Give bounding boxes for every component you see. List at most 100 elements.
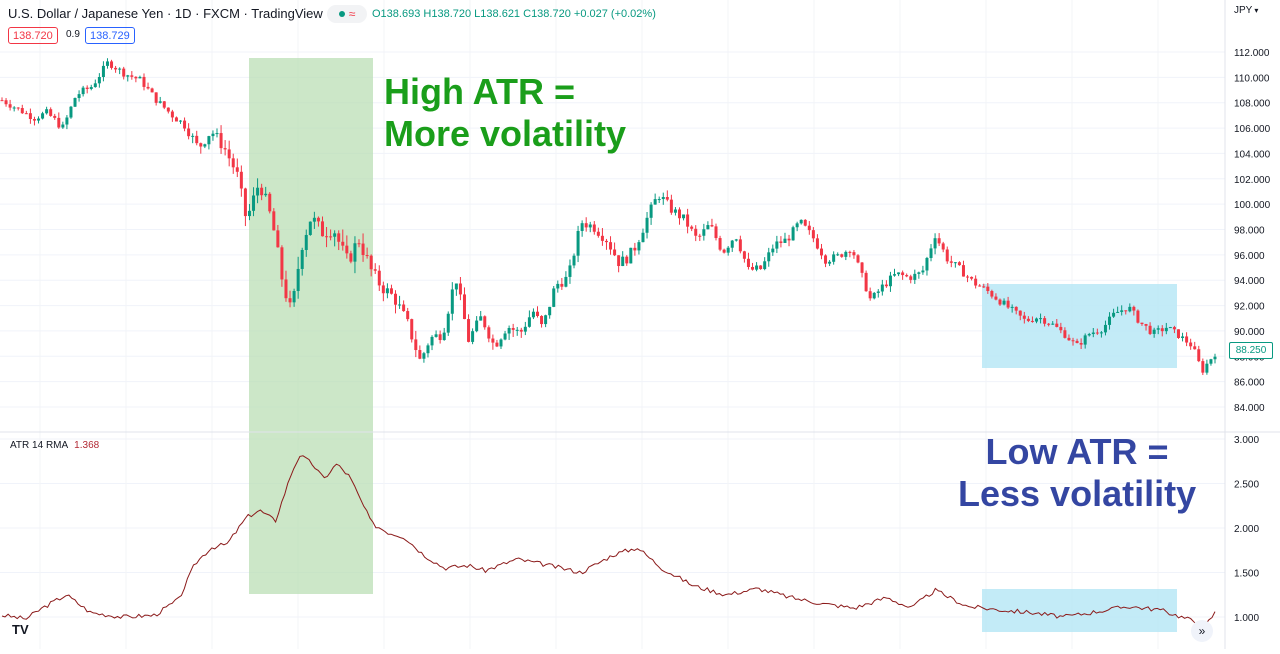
candle-body [807,225,811,231]
candle-body [4,100,8,105]
sell-price-button[interactable]: 138.720 [8,27,58,44]
candle-body [527,317,531,327]
candle-body [260,187,264,196]
candle-body [540,315,544,325]
candle-body [933,238,937,249]
candle-body [925,257,929,271]
candle-body [134,76,138,79]
candle-body [430,336,434,346]
candle-body [515,329,519,331]
high-atr-line1: High ATR = [384,71,575,112]
candle-body [787,238,791,241]
candle-body [844,251,848,257]
indicator-legend[interactable]: ATR 14 RMA 1.368 [10,440,99,451]
candle-body [1140,322,1144,325]
candle-body [183,120,187,129]
candle-body [694,228,698,236]
candle-body [653,199,657,205]
candle-body [487,327,491,339]
candle-body [905,275,909,277]
low-value: L138.621 [474,8,521,20]
candle-body [552,288,556,307]
candle-body [941,243,945,250]
candle-body [81,87,85,95]
candle-body [1124,310,1128,312]
open-value: O138.693 [372,8,421,20]
candle-body [325,236,329,238]
price-axis[interactable]: 112.000 110.000 108.000 106.000 104.000 102.0… [1234,48,1271,414]
candle-body [252,195,256,211]
candle-body [300,249,304,269]
candle-body [93,83,97,88]
candle-body [69,106,73,118]
candle-body [637,242,641,251]
candle-body [811,230,815,239]
candle-body [978,285,982,287]
candle-body [1112,312,1116,317]
candle-body [337,233,341,242]
candle-body [308,221,312,235]
candle-body [146,86,150,89]
candle-body [312,217,316,222]
candle-body [365,255,369,257]
candle-body [187,128,191,137]
candle-body [1091,332,1095,335]
candle-body [288,298,292,303]
candle-body [1071,340,1075,342]
candle-body [231,158,235,168]
candle-body [880,284,884,292]
candle-body [1213,356,1217,360]
price-tick-label: 102.000 [1234,175,1271,186]
candle-body [454,283,458,290]
candle-body [256,187,260,196]
candle-body [1156,328,1160,330]
candle-body [28,113,32,120]
candle-body [1099,332,1103,334]
candle-body [20,108,24,114]
candle-body [507,328,511,334]
candle-body [961,265,965,277]
candle-body [633,247,637,251]
chart-title[interactable]: U.S. Dollar / Japanese Yen · 1D · FXCM ·… [8,6,323,21]
buy-price-button[interactable]: 138.729 [85,27,135,44]
price-tick-label: 106.000 [1234,124,1271,135]
candle-body [998,299,1002,305]
low-atr-zone-price [982,284,1177,368]
candle-body [957,262,961,266]
candle-body [377,270,381,286]
candle-body [742,251,746,259]
candle-body [1030,320,1034,322]
candle-body [32,119,36,121]
candle-body [37,118,41,121]
candle-body [673,209,677,213]
candle-body [970,276,974,279]
atr-tick-label: 2.000 [1234,524,1259,535]
price-tick-label: 94.000 [1234,276,1265,287]
candle-body [795,223,799,228]
atr-line [1,455,1216,627]
indicator-name: ATR 14 RMA [10,440,69,451]
candle-body [645,217,649,233]
candle-body [864,272,868,292]
candle-body [682,214,686,219]
candle-body [617,255,621,267]
candle-body [876,291,880,293]
candle-body [373,269,377,271]
atr-axis[interactable]: 3.000 2.500 2.000 1.500 1.000 [1234,435,1259,624]
scroll-to-realtime-button[interactable]: » [1191,620,1213,642]
currency-selector[interactable]: JPY ▾ [1234,5,1258,16]
candle-body [101,65,105,77]
candle-body [73,98,77,107]
candle-body [799,219,803,224]
candle-body [207,136,211,145]
candle-body [276,230,280,248]
price-tick-label: 112.000 [1234,48,1270,59]
candle-body [402,304,406,312]
candle-body [385,288,389,294]
candle-body [389,288,393,294]
candle-body [548,306,552,316]
candle-body [523,326,527,332]
candle-body [779,241,783,243]
market-status[interactable]: ≈ [327,5,367,23]
